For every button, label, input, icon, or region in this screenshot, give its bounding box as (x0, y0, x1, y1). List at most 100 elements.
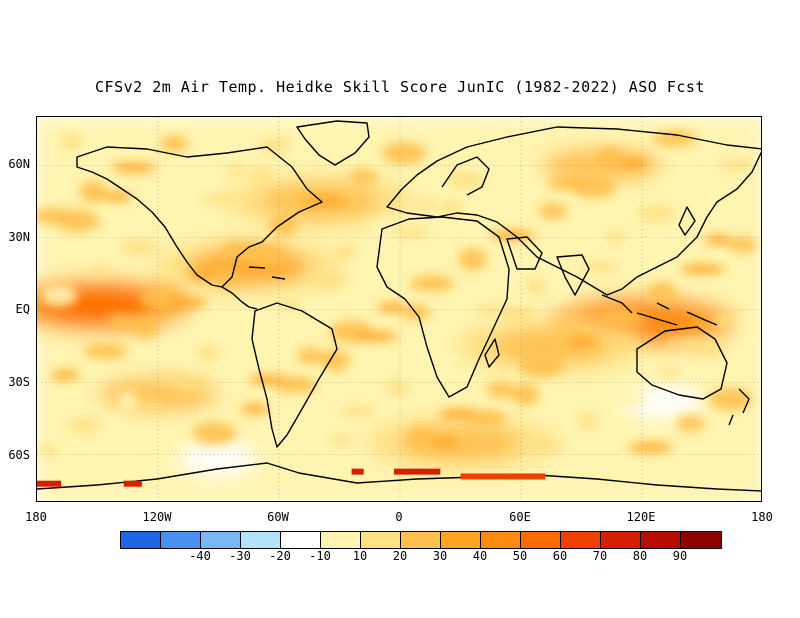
colorbar-swatch (521, 532, 561, 548)
lon-tick-label: 60W (267, 510, 289, 524)
colorbar-label: 80 (632, 549, 648, 563)
skill-patch (406, 426, 435, 449)
lon-tick-label: 0 (395, 510, 403, 524)
skill-field-detail (37, 130, 759, 455)
skill-patch (430, 437, 459, 448)
skill-patch (89, 266, 110, 277)
skill-patch (307, 424, 328, 447)
colorbar-label: 30 (432, 549, 448, 563)
skill-patch (301, 196, 346, 207)
lat-tick-label: 30N (8, 230, 30, 244)
skill-patch (549, 279, 570, 302)
antarctic-band (460, 473, 546, 480)
skill-patch (392, 227, 429, 238)
skill-patch (353, 331, 398, 342)
colorbar-label: -40 (189, 549, 211, 563)
skill-patch (83, 343, 128, 360)
skill-patch (244, 243, 289, 266)
skill-patch (55, 209, 100, 232)
skill-patch (410, 275, 455, 292)
skill-patch (718, 160, 755, 171)
skill-patch (382, 142, 427, 165)
skill-patch (107, 314, 136, 331)
colorbar-swatch (161, 532, 201, 548)
antarctic-bands (37, 468, 546, 487)
skill-patch (269, 214, 298, 237)
skill-patch (240, 403, 269, 414)
skill-patch (595, 147, 624, 170)
skill-patch (496, 144, 517, 167)
skill-patch (230, 318, 267, 341)
skill-patch (448, 171, 485, 188)
skill-patch (680, 263, 725, 274)
skill-patch (619, 157, 648, 168)
skill-patch (387, 379, 408, 396)
lon-tick-label: 60E (509, 510, 531, 524)
skill-patch (311, 273, 348, 290)
colorbar-swatch (201, 532, 241, 548)
colorbar-swatch (641, 532, 681, 548)
colorbar-label: 10 (352, 549, 368, 563)
skill-patch (458, 248, 487, 271)
skill-patch (202, 194, 239, 205)
skill-patch (377, 302, 406, 313)
colorbar-label: 50 (512, 549, 528, 563)
skill-patch (714, 311, 735, 328)
skill-patch (571, 175, 616, 198)
skill-patch (297, 347, 326, 364)
antarctic-band (37, 480, 62, 487)
skill-patch (704, 235, 733, 246)
skill-patch (638, 205, 675, 222)
lon-tick-label: 120E (626, 510, 656, 524)
skill-patch (131, 315, 160, 338)
lat-tick-label: 60S (8, 448, 30, 462)
skill-patch (51, 370, 80, 381)
skill-patch (212, 270, 241, 287)
lat-tick-label: EQ (15, 302, 30, 316)
skill-patch (273, 376, 318, 393)
skill-patch (628, 442, 673, 453)
map-plot-area (36, 116, 762, 502)
skill-patch (339, 406, 376, 417)
skill-patch (41, 284, 78, 307)
skill-patch (511, 383, 540, 406)
colorbar-label: -30 (229, 549, 251, 563)
skill-patch (652, 130, 697, 147)
skill-patch (349, 169, 378, 186)
skill-patch (708, 388, 753, 411)
coastlines (37, 120, 761, 492)
skill-patch (416, 198, 437, 209)
skill-patch (37, 444, 58, 455)
skill-patch (170, 212, 191, 235)
colorbar-swatch (321, 532, 361, 548)
lon-tick-label: 180 (751, 510, 773, 524)
colorbar-label: 90 (672, 549, 688, 563)
skill-patch (462, 410, 507, 427)
skill-patch (468, 333, 489, 344)
skill-patch (121, 239, 158, 256)
lon-tick-label: 120W (142, 510, 172, 524)
skill-patch (605, 232, 626, 243)
skill-patch (250, 166, 271, 183)
skill-patch (61, 133, 82, 150)
skill-patch (198, 345, 219, 362)
colorbar-label: -10 (309, 549, 331, 563)
negative-skill-region (636, 391, 689, 412)
colorbar-swatch (441, 532, 481, 548)
skill-patch (690, 340, 727, 357)
skill-patch (648, 282, 677, 305)
lat-tick-label: 60N (8, 157, 30, 171)
graticule (37, 117, 761, 501)
skill-patch (500, 306, 537, 323)
skill-patch (331, 435, 352, 446)
chart-title: CFSv2 2m Air Temp. Heidke Skill Score Ju… (95, 78, 705, 96)
skill-patch (188, 268, 217, 279)
colorbar-label: 70 (592, 549, 608, 563)
skill-patch (525, 277, 546, 294)
skill-patch (160, 135, 189, 152)
skill-patch (192, 422, 237, 445)
colorbar-label: -20 (269, 549, 291, 563)
antarctic-band (123, 480, 142, 487)
skill-patch (577, 412, 598, 429)
colorbar-swatch (401, 532, 441, 548)
